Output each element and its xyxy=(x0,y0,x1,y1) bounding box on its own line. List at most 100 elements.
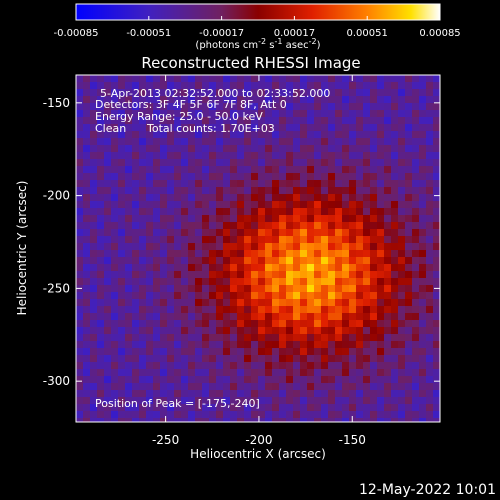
heatmap-cell xyxy=(286,341,293,348)
heatmap-cell xyxy=(314,362,321,369)
heatmap-cell xyxy=(76,292,83,299)
heatmap-cell xyxy=(426,299,433,306)
heatmap-cell xyxy=(426,194,433,201)
heatmap-cell xyxy=(426,208,433,215)
heatmap-cell xyxy=(244,285,251,292)
heatmap-cell xyxy=(419,299,426,306)
heatmap-cell xyxy=(90,376,97,383)
heatmap-cell xyxy=(244,243,251,250)
heatmap-cell xyxy=(111,411,118,418)
heatmap-cell xyxy=(223,383,230,390)
heatmap-cell xyxy=(83,103,90,110)
heatmap-cell xyxy=(125,327,132,334)
heatmap-cell xyxy=(97,278,104,285)
heatmap-cell xyxy=(328,362,335,369)
heatmap-cell xyxy=(146,215,153,222)
heatmap-cell xyxy=(244,103,251,110)
heatmap-cell xyxy=(146,411,153,418)
heatmap-cell xyxy=(419,152,426,159)
heatmap-cell xyxy=(125,145,132,152)
heatmap-cell xyxy=(209,166,216,173)
heatmap-cell xyxy=(363,75,370,82)
heatmap-cell xyxy=(188,418,195,422)
heatmap-cell xyxy=(195,75,202,82)
heatmap-cell xyxy=(97,75,104,82)
heatmap-cell xyxy=(363,285,370,292)
heatmap-cell xyxy=(83,306,90,313)
heatmap-cell xyxy=(321,145,328,152)
heatmap-cell xyxy=(258,194,265,201)
heatmap-cell xyxy=(146,341,153,348)
heatmap-cell xyxy=(370,362,377,369)
heatmap-cell xyxy=(328,383,335,390)
heatmap-cell xyxy=(384,215,391,222)
heatmap-cell xyxy=(286,292,293,299)
heatmap-cell xyxy=(174,271,181,278)
heatmap-cell xyxy=(321,334,328,341)
heatmap-cell xyxy=(286,152,293,159)
heatmap-cell xyxy=(195,103,202,110)
heatmap-cell xyxy=(216,320,223,327)
heatmap-cell xyxy=(342,159,349,166)
heatmap-cell xyxy=(419,292,426,299)
heatmap-cell xyxy=(167,271,174,278)
heatmap-cell xyxy=(384,369,391,376)
heatmap-cell xyxy=(90,341,97,348)
heatmap-cell xyxy=(363,89,370,96)
heatmap-cell xyxy=(398,138,405,145)
heatmap-cell xyxy=(223,250,230,257)
heatmap-cell xyxy=(412,264,419,271)
heatmap-cell xyxy=(328,334,335,341)
plot-frame xyxy=(75,74,441,423)
heatmap-cell xyxy=(251,103,258,110)
heatmap-cell xyxy=(433,271,440,278)
heatmap-cell xyxy=(279,75,286,82)
heatmap-cell xyxy=(216,418,223,422)
heatmap-cell xyxy=(244,341,251,348)
heatmap-cell xyxy=(321,222,328,229)
heatmap-cell xyxy=(384,82,391,89)
heatmap-cell xyxy=(216,397,223,404)
heatmap-cell xyxy=(412,201,419,208)
heatmap-cell xyxy=(181,383,188,390)
heatmap-cell xyxy=(223,418,230,422)
heatmap-cell xyxy=(321,404,328,411)
heatmap-cell xyxy=(286,271,293,278)
heatmap-cell xyxy=(356,376,363,383)
heatmap-cell xyxy=(321,257,328,264)
heatmap-cell xyxy=(391,103,398,110)
heatmap-cell xyxy=(174,229,181,236)
heatmap-cell xyxy=(153,152,160,159)
heatmap-cell xyxy=(300,313,307,320)
heatmap-cell xyxy=(153,243,160,250)
heatmap-cell xyxy=(118,362,125,369)
heatmap-cell xyxy=(272,152,279,159)
heatmap-cell xyxy=(174,236,181,243)
heatmap-cell xyxy=(160,201,167,208)
heatmap-cell xyxy=(223,404,230,411)
heatmap-cell xyxy=(181,418,188,422)
heatmap-cell xyxy=(258,320,265,327)
heatmap-cell xyxy=(104,341,111,348)
heatmap-cell xyxy=(398,208,405,215)
heatmap-cell xyxy=(398,257,405,264)
heatmap-cell xyxy=(279,180,286,187)
heatmap-cell xyxy=(244,271,251,278)
heatmap-cell xyxy=(160,75,167,82)
heatmap-cell xyxy=(426,418,433,422)
heatmap-cell xyxy=(104,229,111,236)
heatmap-cell xyxy=(167,236,174,243)
heatmap-cell xyxy=(125,285,132,292)
heatmap-cell xyxy=(181,264,188,271)
heatmap-cell xyxy=(188,285,195,292)
heatmap-cell xyxy=(160,229,167,236)
heatmap-cell xyxy=(118,173,125,180)
heatmap-cell xyxy=(90,173,97,180)
heatmap-cell xyxy=(97,131,104,138)
heatmap-cell xyxy=(111,215,118,222)
heatmap-cell xyxy=(426,173,433,180)
heatmap-cell xyxy=(342,236,349,243)
heatmap-cell xyxy=(160,362,167,369)
heatmap-cell xyxy=(244,397,251,404)
heatmap-cell xyxy=(111,159,118,166)
